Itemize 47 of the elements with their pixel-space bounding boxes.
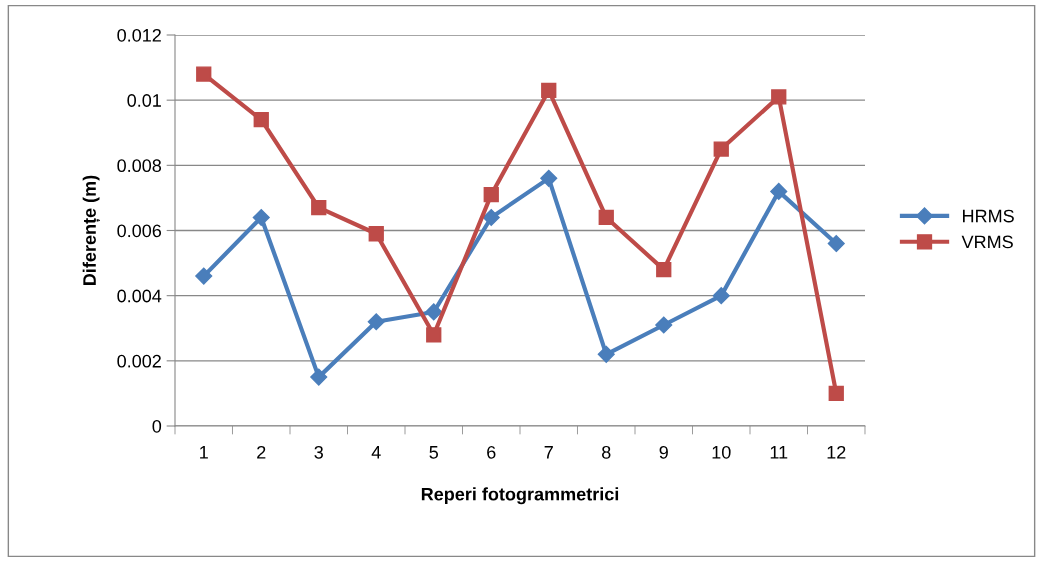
legend-label: HRMS xyxy=(963,209,1014,223)
y-tick-label: 0.01 xyxy=(127,94,161,107)
point xyxy=(828,385,844,402)
x-tick-label: 11 xyxy=(770,446,788,459)
point xyxy=(253,112,269,128)
point xyxy=(196,66,212,82)
y-tick-label: 0.006 xyxy=(117,224,162,238)
point xyxy=(655,316,673,334)
point xyxy=(712,287,730,305)
x-tick-label: 10 xyxy=(712,445,731,459)
x-tick-label: 7 xyxy=(544,446,553,459)
point xyxy=(195,267,213,285)
point xyxy=(426,327,442,343)
point xyxy=(310,368,328,386)
x-tick-label: 5 xyxy=(429,446,439,459)
point xyxy=(425,303,443,321)
point xyxy=(713,141,729,157)
point xyxy=(827,234,845,253)
x-tick-label: 1 xyxy=(200,446,208,459)
point xyxy=(311,200,327,216)
point xyxy=(656,261,672,278)
x-tick-label: 6 xyxy=(487,445,496,459)
y-tick-label: 0.012 xyxy=(117,28,161,42)
point xyxy=(252,208,270,227)
point xyxy=(598,209,614,226)
point xyxy=(483,187,499,203)
point xyxy=(367,313,385,331)
y-axis-title: Diferențe (m) xyxy=(82,175,100,285)
x-tick-label: 3 xyxy=(314,445,323,459)
x-tick-label: 4 xyxy=(371,446,381,459)
point xyxy=(770,182,788,200)
x-tick-label: 9 xyxy=(659,445,668,459)
x-tick-label: 12 xyxy=(827,445,846,459)
point xyxy=(597,345,615,363)
point xyxy=(771,89,787,105)
y-tick-label: 0.008 xyxy=(117,159,162,173)
point xyxy=(368,226,384,242)
point xyxy=(540,169,558,187)
y-tick-label: 0.004 xyxy=(117,289,162,303)
x-axis-title: Reperi fotogrammetrici xyxy=(421,487,619,505)
legend-label: VRMS xyxy=(961,235,1013,249)
x-tick-label: 8 xyxy=(602,445,611,459)
y-tick-label: 0.002 xyxy=(117,354,161,368)
point xyxy=(482,208,500,227)
y-tick-label: 0 xyxy=(152,419,162,433)
point xyxy=(541,82,557,99)
x-tick-label: 2 xyxy=(257,445,266,459)
